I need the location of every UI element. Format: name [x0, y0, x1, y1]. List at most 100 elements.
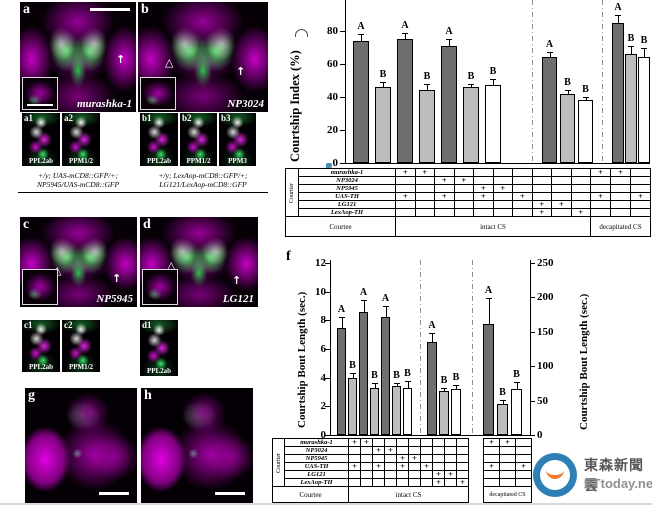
error-bar [374, 383, 376, 388]
subpanel-letter: c1 [24, 320, 33, 330]
genotype-plus-cell [473, 168, 494, 177]
genotype-label-c: NP5945 [96, 293, 133, 305]
tick-label: 0 [320, 429, 327, 441]
genotype-plus-cell: + [456, 478, 469, 487]
genotype-plus-cell [434, 168, 455, 177]
chart-bar [485, 85, 501, 163]
scale-bar [99, 492, 129, 495]
significance-letter: B [640, 34, 648, 46]
genotype-label-d: LG121 [222, 293, 254, 305]
significance-letter: B [582, 84, 589, 95]
chart-bar [427, 341, 437, 435]
chart-bar [337, 327, 346, 435]
genotype-plus-cell [515, 478, 532, 487]
significance-letter: B [349, 359, 356, 371]
genotype-plus-cell [396, 478, 409, 487]
genotype-plus-cell [492, 200, 513, 209]
genotype-plus-cell [570, 184, 591, 193]
genotype-plus-cell [610, 184, 631, 193]
axis-tick [340, 130, 345, 131]
tick-label: 6 [320, 343, 327, 356]
error-bar-cap [349, 372, 356, 374]
scale-bar [27, 104, 53, 106]
genotype-plus-cell [384, 470, 397, 479]
error-bar [341, 317, 343, 328]
genotype-plus-cell [473, 208, 494, 217]
genotype-plus-cell: + [432, 478, 445, 487]
panel-letter-d: d [143, 217, 151, 232]
genotype-plus-cell [483, 478, 500, 487]
panel-letter-a: a [23, 2, 30, 17]
significance-letter: A [401, 19, 409, 31]
genotype-plus-cell [453, 168, 474, 177]
genotype-plus-cell [408, 446, 421, 455]
genotype-plus-cell [434, 208, 455, 217]
error-bar [361, 34, 362, 41]
axis-tick [530, 297, 535, 299]
genotype-plus-cell: + [551, 200, 572, 209]
genotype-plus-cell: + [348, 438, 361, 447]
tick-label: 0 [537, 429, 543, 441]
open-triangle-icon: △ [167, 259, 176, 272]
axis-tick [325, 291, 330, 293]
genotype-label-b: NP3024 [227, 98, 264, 110]
genotype-plus-cell [372, 478, 385, 487]
genotype-plus-cell [512, 208, 533, 217]
courtee-section-label: decapitated CS [590, 216, 651, 237]
genotype-plus-cell [551, 168, 572, 177]
group-separator [472, 260, 473, 435]
cropped-watermark-artifact [326, 163, 332, 172]
significance-letter: B [499, 386, 506, 398]
genotype-caption-left: +/y; UAS-mCD8::GFP/+; NP5945/UAS-mCD8::G… [18, 171, 138, 193]
genotype-plus-cell [432, 438, 445, 447]
genotype-plus-cell [483, 470, 500, 479]
genotype-plus-cell [420, 446, 433, 455]
error-bar-cap [360, 299, 367, 301]
cell-type-label: PPM1/2 [68, 363, 94, 371]
genotype-plus-cell [396, 438, 409, 447]
micrograph-panel-b: b △ ↑ NP3024 [138, 2, 268, 112]
chart-bar [439, 390, 449, 435]
genotype-plus-cell [483, 454, 500, 463]
genotype-table-top: Courtier murashka-1 + + + + NP3024 + + NP5945 + + UA… [285, 168, 651, 237]
genotype-plus-cell [372, 438, 385, 447]
tick-label: 100 [537, 360, 554, 373]
genotype-row-label: NP5945 [298, 184, 396, 193]
genotype-plus-cell: + [396, 454, 409, 463]
cell-type-label: PPL2ab [146, 157, 172, 165]
error-bar-cap [564, 90, 571, 92]
chart-bar [638, 57, 650, 163]
courtee-section-label: intact CS [348, 486, 469, 503]
micrograph-panel-c: c △ ↑ NP5945 [20, 217, 137, 307]
genotype-plus-cell [515, 438, 532, 447]
genotype-plus-cell [348, 446, 361, 455]
chart-bar [353, 40, 369, 163]
genotype-plus-cell [630, 168, 651, 177]
error-bar-cap [499, 399, 506, 401]
axis-tick [530, 400, 535, 402]
watermark-latin-text: ETtoday.net [584, 476, 652, 491]
subpanel-letter: b2 [182, 113, 192, 123]
genotype-plus-cell [512, 176, 533, 185]
tick-label: 20 [327, 124, 338, 136]
genotype-plus-cell: + [531, 208, 552, 217]
genotype-plus-cell [531, 168, 552, 177]
tick-label: 80 [327, 25, 338, 37]
genotype-plus-cell: + [590, 192, 611, 201]
genotype-plus-cell [456, 438, 469, 447]
error-bar-cap [371, 383, 378, 385]
genotype-plus-cell [456, 446, 469, 455]
chart-bar [359, 311, 368, 435]
genotype-row-label: NP3024 [298, 176, 396, 185]
genotype-plus-cell: + [590, 168, 611, 177]
genotype-plus-cell [590, 176, 611, 185]
chart-bar [392, 386, 401, 435]
genotype-plus-cell: + [483, 462, 500, 471]
genotype-row-label: NP3024 [284, 446, 349, 455]
genotype-plus-cell [414, 184, 435, 193]
tick-label: 40 [327, 91, 338, 103]
chart-bar [542, 57, 557, 163]
error-bar-cap [382, 306, 389, 308]
axis-tick [340, 31, 345, 32]
axis-tick [530, 331, 535, 333]
